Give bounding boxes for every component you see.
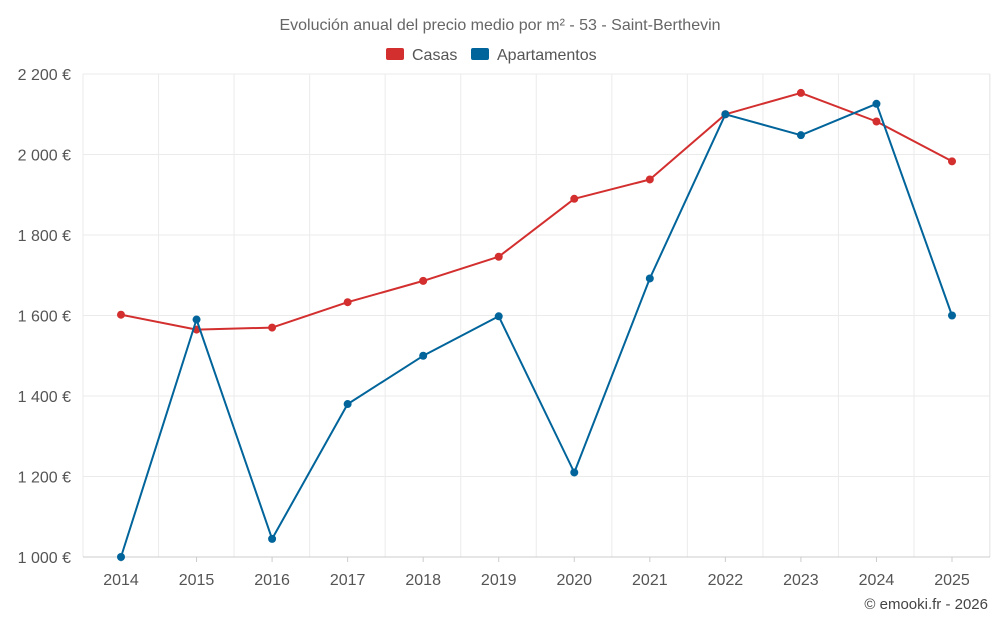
data-point-casas bbox=[494, 252, 503, 261]
y-tick-label: 1 000 € bbox=[18, 550, 71, 567]
x-tick-label: 2015 bbox=[179, 572, 215, 589]
data-point-casas bbox=[117, 310, 125, 319]
legend-label-apartamentos: Apartamentos bbox=[497, 47, 597, 64]
y-tick-label: 1 200 € bbox=[18, 470, 71, 487]
x-tick-label: 2025 bbox=[934, 572, 970, 589]
axes: 1 000 € 1 200 € 1 400 € 1 600 € 1 800 € 2 000… bbox=[18, 67, 990, 589]
data-point-apartamentos bbox=[268, 534, 277, 543]
series-line-apartamentos bbox=[120, 102, 953, 558]
data-point-apartamentos bbox=[117, 553, 125, 561]
data-point-casas bbox=[343, 298, 352, 307]
data-point-casas bbox=[419, 276, 428, 285]
data-point-apartamentos bbox=[872, 99, 881, 108]
data-point-casas bbox=[268, 323, 277, 332]
y-tick-label: 1 800 € bbox=[18, 228, 71, 245]
data-point-casas bbox=[796, 88, 805, 97]
data-point-apartamentos bbox=[796, 131, 805, 140]
data-point-apartamentos bbox=[419, 351, 428, 360]
legend: Casas Apartamentos bbox=[386, 47, 597, 64]
x-tick-label: 2017 bbox=[330, 572, 366, 589]
y-tick-label: 1 600 € bbox=[18, 309, 71, 326]
data-point-apartamentos bbox=[494, 312, 503, 321]
legend-swatch-casas bbox=[386, 48, 404, 60]
data-point-casas bbox=[948, 157, 956, 166]
x-tick-label: 2019 bbox=[481, 572, 517, 589]
y-tick-label: 1 400 € bbox=[18, 389, 71, 406]
grid bbox=[82, 73, 991, 558]
chart-title: Evolución anual del precio medio por m² … bbox=[279, 17, 720, 34]
x-tick-label: 2021 bbox=[632, 572, 668, 589]
y-tick-label: 2 200 € bbox=[18, 67, 71, 84]
data-point-apartamentos bbox=[570, 468, 579, 477]
data-point-apartamentos bbox=[645, 274, 654, 283]
x-tick-label: 2023 bbox=[783, 572, 819, 589]
series-line-casas bbox=[120, 91, 953, 331]
data-point-apartamentos bbox=[948, 311, 956, 320]
legend-label-casas: Casas bbox=[412, 47, 457, 64]
y-tick-label: 2 000 € bbox=[18, 148, 71, 165]
x-tick-label: 2014 bbox=[103, 572, 139, 589]
data-point-apartamentos bbox=[192, 315, 201, 324]
x-tick-label: 2020 bbox=[556, 572, 592, 589]
x-tick-label: 2016 bbox=[254, 572, 290, 589]
series bbox=[117, 88, 956, 561]
data-point-casas bbox=[872, 117, 881, 126]
data-point-casas bbox=[645, 175, 654, 184]
data-point-apartamentos bbox=[343, 400, 352, 409]
x-tick-label: 2024 bbox=[859, 572, 895, 589]
credit-text: © emooki.fr - 2026 bbox=[864, 596, 988, 613]
data-point-casas bbox=[570, 194, 579, 203]
legend-swatch-apartamentos bbox=[471, 48, 489, 60]
data-point-apartamentos bbox=[721, 110, 730, 119]
x-tick-label: 2018 bbox=[405, 572, 441, 589]
x-tick-label: 2022 bbox=[708, 572, 744, 589]
